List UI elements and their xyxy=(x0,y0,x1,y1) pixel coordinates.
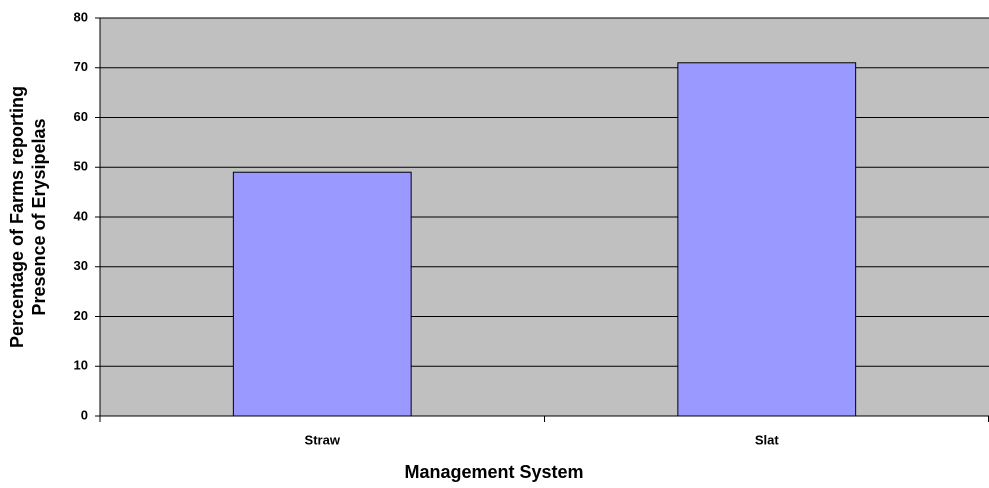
y-tick-label: 20 xyxy=(74,308,88,323)
y-tick-label: 0 xyxy=(81,407,88,422)
y-axis-label-line: Percentage of Farms reporting xyxy=(7,86,27,348)
y-tick-label: 80 xyxy=(74,9,88,24)
bar xyxy=(677,62,857,417)
x-tick-label: Straw xyxy=(305,432,341,447)
y-axis-label-line: Presence of Erysipelas xyxy=(29,118,49,315)
y-tick-label: 50 xyxy=(74,159,88,174)
y-tick-label: 10 xyxy=(74,358,88,373)
y-tick-label: 70 xyxy=(74,59,88,74)
y-tick-label: 60 xyxy=(74,109,88,124)
bar xyxy=(232,171,412,417)
y-tick-label: 30 xyxy=(74,258,88,273)
y-axis-label: Percentage of Farms reporting Presence o… xyxy=(7,86,49,348)
x-tick-label: Slat xyxy=(755,432,780,447)
y-tick-label: 40 xyxy=(74,208,88,223)
x-axis-label: Management System xyxy=(404,462,583,482)
